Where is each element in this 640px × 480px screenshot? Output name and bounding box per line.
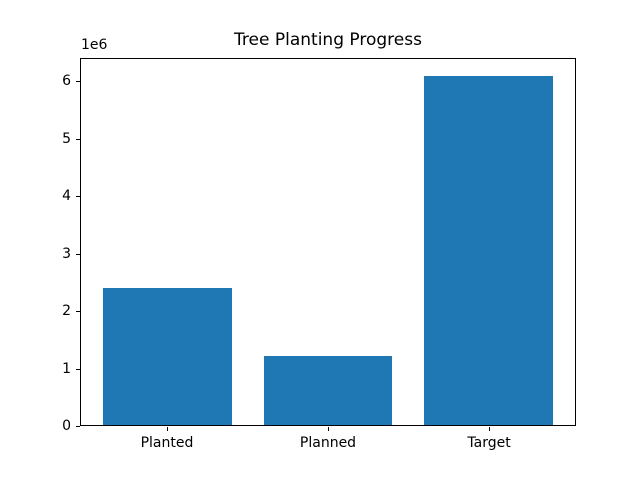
- y-tick-label: 1: [62, 360, 71, 377]
- y-tick-mark: [76, 311, 80, 313]
- y-tick-label: 0: [62, 418, 71, 434]
- y-tick-mark: [76, 253, 80, 255]
- y-tick-label: 4: [62, 188, 71, 205]
- x-tick-mark: [489, 427, 491, 431]
- x-tick-label-target: Target: [467, 435, 511, 451]
- y-tick-mark: [76, 138, 80, 140]
- y-tick-label: 6: [62, 73, 71, 90]
- x-tick-mark: [166, 427, 168, 431]
- y-axis: 0 1 2 3 4 5 6: [0, 58, 80, 433]
- y-tick-mark: [76, 196, 80, 198]
- x-tick-mark: [328, 427, 329, 431]
- bar-planned: [263, 356, 393, 425]
- plot-area: [80, 58, 576, 426]
- bar-target: [424, 76, 553, 425]
- y-tick-mark: [76, 368, 80, 370]
- y-tick-label: 5: [62, 130, 71, 147]
- x-tick-label-planned: Planned: [299, 435, 357, 451]
- chart-title: Tree Planting Progress: [234, 30, 422, 50]
- y-tick-mark: [76, 426, 80, 427]
- bar-planted: [103, 287, 232, 425]
- x-axis: Planted Planned Target: [80, 427, 576, 461]
- x-tick-label-planted: Planted: [140, 435, 194, 451]
- y-tick-label: 3: [62, 245, 71, 262]
- y-tick-label: 2: [62, 303, 71, 320]
- y-tick-mark: [76, 81, 80, 83]
- y-axis-offset-label: 1e6: [81, 37, 108, 53]
